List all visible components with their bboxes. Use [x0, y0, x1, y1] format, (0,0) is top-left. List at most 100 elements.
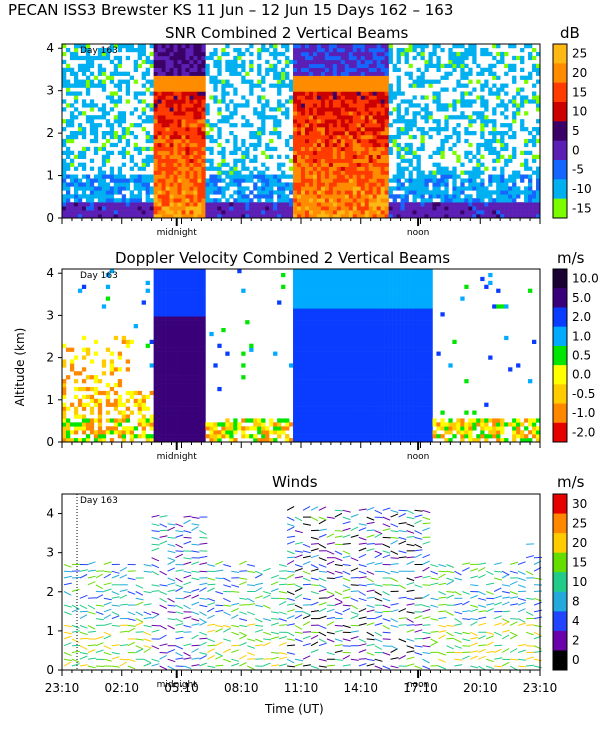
snr-cell [301, 51, 306, 57]
snr-cell [189, 154, 194, 159]
snr-cell [384, 95, 389, 100]
snr-cell [77, 79, 83, 84]
snr-cell [460, 75, 465, 80]
snr-cell [520, 214, 525, 219]
snr-cell [312, 210, 318, 215]
snr-cell [364, 131, 370, 136]
snr-cell [516, 91, 521, 96]
snr-cell [428, 111, 433, 116]
snr-cell [205, 206, 210, 211]
snr-cell [308, 198, 314, 203]
snr-cell [129, 123, 134, 128]
doppler-cell [113, 398, 119, 403]
snr-cell [145, 202, 150, 207]
snr-cell [285, 210, 290, 215]
doppler-cell [65, 347, 71, 352]
doppler-cell [312, 379, 318, 384]
snr-cell [332, 214, 338, 219]
snr-cell [468, 71, 473, 76]
snr-cell [201, 47, 206, 53]
snr-cell [332, 51, 338, 57]
snr-cell [165, 44, 170, 49]
doppler-cell [197, 300, 202, 305]
snr-cell [245, 146, 250, 152]
snr-cell [400, 206, 405, 211]
doppler-cell [304, 296, 310, 301]
doppler-cell [316, 320, 322, 325]
snr-cell [197, 138, 202, 144]
doppler-cell [193, 430, 198, 435]
doppler-cell [177, 347, 182, 352]
snr-cell [496, 51, 501, 57]
doppler-cell [205, 426, 210, 431]
snr-cell [165, 63, 170, 69]
snr-cell [281, 190, 286, 195]
snr-cell [289, 190, 294, 195]
doppler-cell [177, 327, 182, 333]
snr-cell [117, 71, 123, 76]
snr-cell [101, 210, 107, 215]
doppler-cell [193, 390, 198, 396]
snr-cell [372, 186, 377, 191]
doppler-cell [161, 296, 166, 301]
snr-cell [496, 206, 501, 211]
snr-cell [532, 210, 537, 215]
doppler-cell [304, 418, 310, 423]
snr-cell [308, 127, 314, 132]
snr-cell [396, 194, 401, 199]
snr-cell [320, 166, 326, 171]
snr-cell [301, 95, 306, 100]
doppler-cell [62, 386, 67, 392]
snr-cell [360, 71, 366, 76]
doppler-cell [149, 390, 154, 396]
snr-cell [412, 150, 417, 156]
snr-cell [332, 158, 338, 163]
doppler-cell [169, 402, 174, 407]
snr-cell [324, 186, 330, 191]
snr-cell [456, 190, 461, 195]
snr-cell [440, 150, 445, 156]
snr-cell [113, 83, 119, 88]
snr-cell [121, 79, 127, 84]
doppler-cell [201, 284, 206, 289]
snr-cell [277, 51, 282, 57]
snr-cell [420, 214, 425, 219]
snr-cell [169, 127, 174, 132]
snr-cell [101, 202, 107, 207]
snr-cell [384, 134, 389, 140]
doppler-cell [201, 398, 206, 403]
doppler-cell [173, 418, 178, 423]
snr-cell [480, 154, 485, 159]
doppler-cell [185, 363, 190, 368]
snr-cell [344, 131, 350, 136]
doppler-cell [65, 418, 71, 423]
snr-cell [344, 178, 350, 183]
snr-cell [452, 190, 457, 195]
doppler-cell [316, 367, 322, 372]
snr-cell [512, 115, 517, 120]
snr-cell [520, 67, 525, 72]
snr-cell [372, 214, 377, 219]
doppler-cell [297, 316, 302, 321]
snr-cell [436, 67, 441, 72]
doppler-cell [161, 331, 166, 337]
doppler-cell [312, 422, 318, 427]
doppler-cell [297, 347, 302, 352]
snr-cell [332, 123, 338, 128]
snr-cell [62, 162, 67, 167]
doppler-cell [169, 367, 174, 372]
snr-cell [344, 123, 350, 128]
doppler-cell [165, 367, 170, 372]
snr-cell [169, 79, 174, 84]
snr-cell [65, 138, 71, 144]
doppler-cell [169, 430, 174, 435]
snr-cell [308, 103, 314, 108]
snr-cell [117, 174, 123, 179]
snr-cell [153, 182, 158, 187]
snr-cell [181, 166, 186, 171]
snr-cell [97, 170, 103, 175]
doppler-cell [197, 280, 202, 286]
snr-cell [197, 190, 202, 195]
snr-cell [372, 47, 377, 53]
snr-cell [165, 83, 170, 88]
